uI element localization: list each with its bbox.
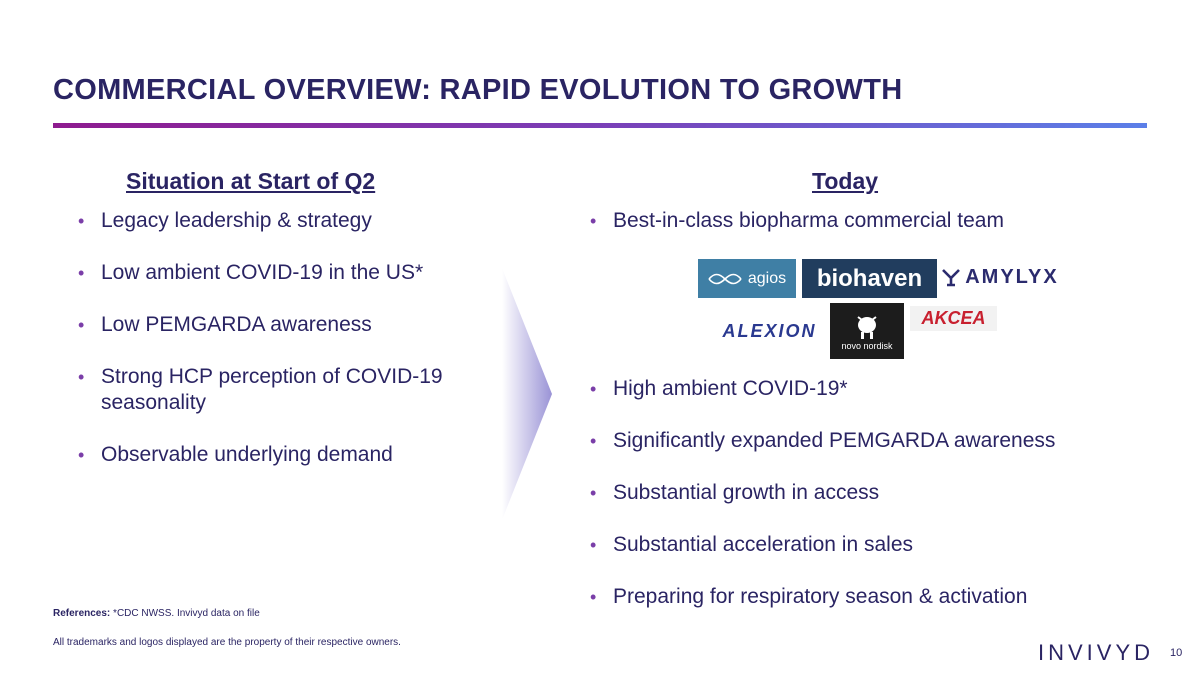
alexion-wordmark: ALEXION [722, 320, 817, 341]
invivyd-logo: INVIVYD [1038, 640, 1155, 665]
left-column-heading: Situation at Start of Q2 [126, 168, 376, 194]
right-column-heading: Today [812, 168, 879, 194]
list-item: High ambient COVID-19* [590, 376, 1150, 402]
list-item: Legacy leadership & strategy [78, 208, 498, 234]
references-label: References: [53, 608, 111, 619]
biohaven-wordmark: biohaven [816, 264, 923, 292]
agios-logo: agios [698, 259, 796, 298]
list-item: Preparing for respiratory season & activ… [590, 584, 1150, 610]
references-text: *CDC NWSS. Invivyd data on file [113, 608, 260, 619]
amylyx-wordmark: AMYLYX [965, 265, 1059, 288]
amylyx-logo: AMYLYX [940, 262, 1060, 292]
list-item: Significantly expanded PEMGARDA awarenes… [590, 428, 1150, 454]
list-item: Observable underlying demand [78, 442, 498, 468]
list-item: Low PEMGARDA awareness [78, 312, 498, 338]
trademark-disclaimer: All trademarks and logos displayed are t… [53, 637, 401, 648]
agios-wordmark: agios [747, 269, 787, 287]
list-item: Best-in-class biopharma commercial team [590, 208, 1150, 234]
references-note: References: *CDC NWSS. Invivyd data on f… [53, 608, 260, 619]
page-number: 10 [1170, 647, 1183, 659]
list-item: Low ambient COVID-19 in the US* [78, 260, 498, 286]
transition-chevron-arrow [502, 268, 552, 520]
novo-nordisk-wordmark: novo nordisk [841, 341, 893, 351]
right-bullet-list: High ambient COVID-19* Significantly exp… [590, 376, 1150, 636]
akcea-logo: AKCEA [910, 306, 997, 331]
amylyx-y-icon [942, 269, 961, 287]
title-gradient-rule [53, 123, 1147, 128]
right-top-bullet-list: Best-in-class biopharma commercial team [590, 208, 1150, 234]
slide-title: COMMERCIAL OVERVIEW: RAPID EVOLUTION TO … [53, 74, 903, 106]
left-bullet-list: Legacy leadership & strategy Low ambient… [78, 208, 498, 494]
apis-bull-icon [857, 316, 877, 339]
biohaven-logo: biohaven [802, 259, 937, 298]
list-item: Strong HCP perception of COVID-19 season… [78, 364, 498, 416]
alexion-logo: ALEXION [712, 318, 827, 344]
novo-nordisk-logo: novo nordisk [830, 303, 904, 359]
list-item: Substantial growth in access [590, 480, 1150, 506]
list-item: Substantial acceleration in sales [590, 532, 1150, 558]
akcea-wordmark: AKCEA [921, 308, 986, 328]
agios-wave-icon [708, 273, 742, 284]
